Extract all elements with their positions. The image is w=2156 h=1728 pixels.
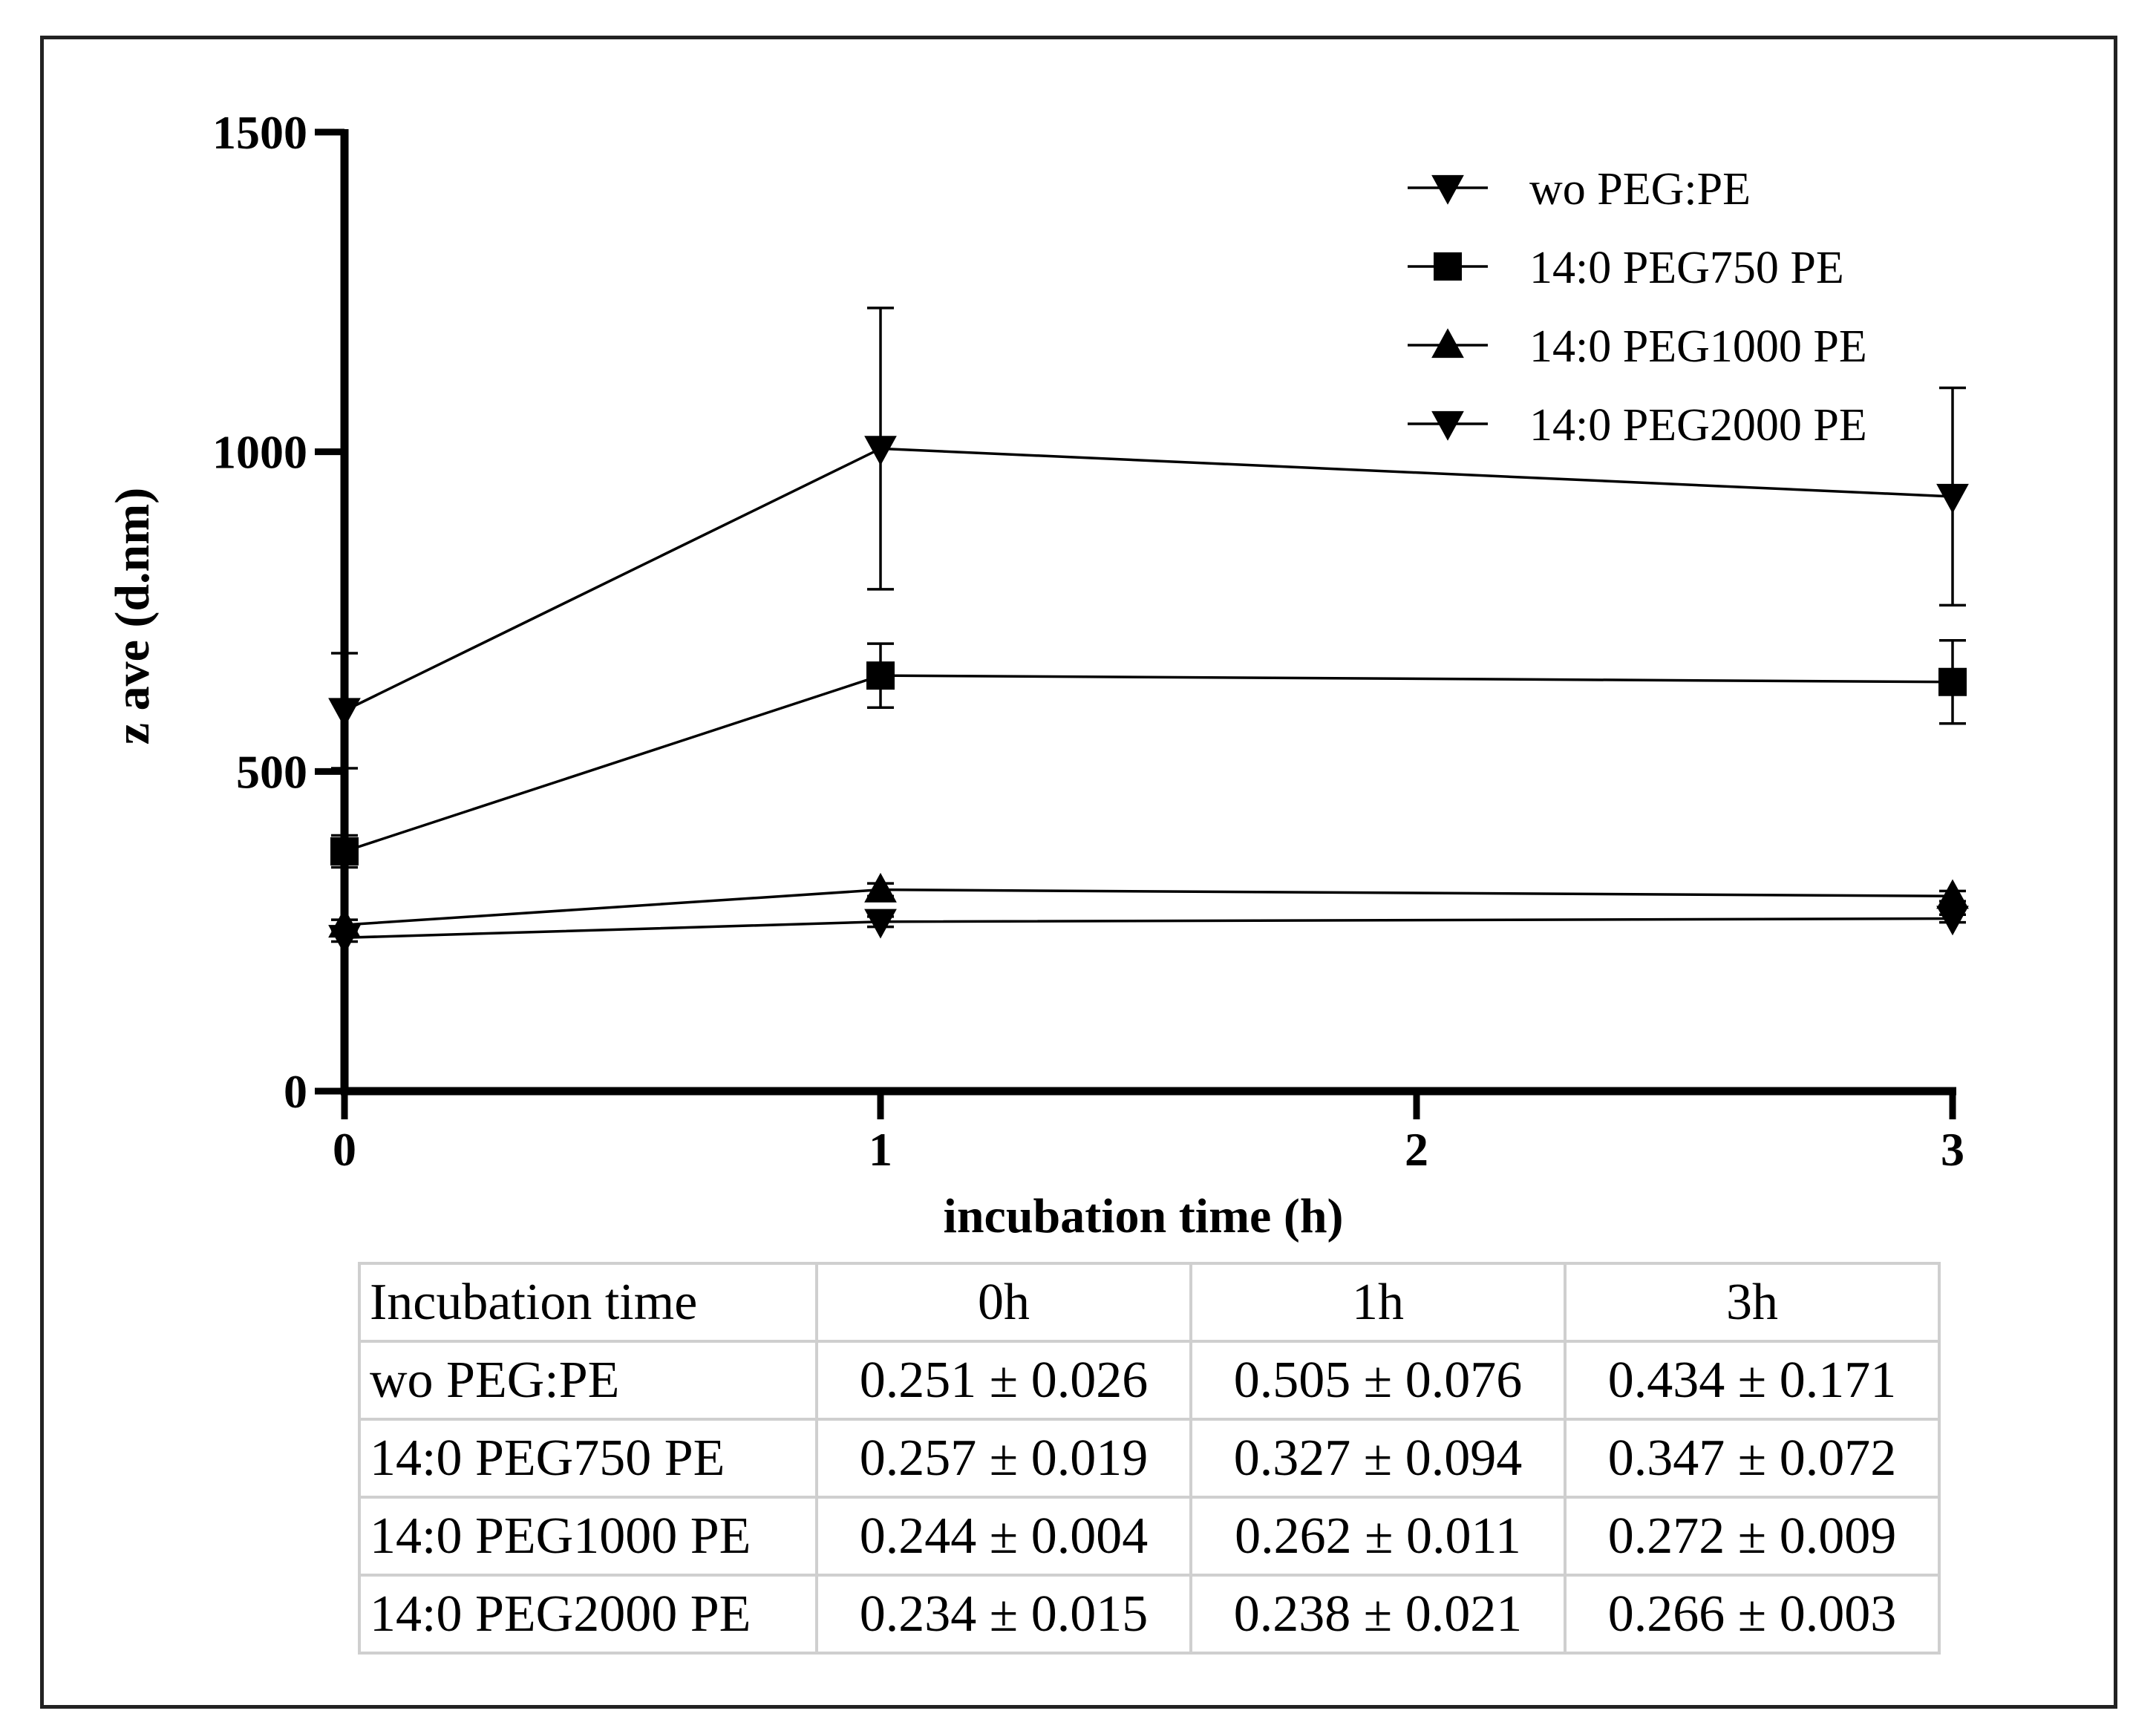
- series-4: [328, 906, 1969, 955]
- table-cell: 0.347 ± 0.072: [1564, 1418, 1941, 1499]
- series-3: [328, 872, 1969, 938]
- legend-marker: [1431, 174, 1464, 205]
- table-cell: 0.244 ± 0.004: [815, 1496, 1192, 1577]
- table-header-cell: 0h: [815, 1262, 1192, 1343]
- series-1: [328, 307, 1969, 770]
- x-tick-label: 3: [1941, 1123, 1964, 1176]
- table-header-cell: Incubation time: [358, 1262, 818, 1343]
- y-tick-label: 1500: [212, 106, 307, 159]
- data-point: [1936, 879, 1969, 909]
- table-cell: 0.505 ± 0.076: [1189, 1340, 1567, 1421]
- series-line: [344, 447, 1953, 713]
- data-point: [864, 872, 897, 903]
- series-2: [330, 639, 1967, 869]
- data-point: [1936, 483, 1969, 514]
- table-row: 14:0 PEG2000 PE 0.234 ± 0.015 0.238 ± 0.…: [358, 1574, 1941, 1655]
- data-point: [1938, 667, 1967, 696]
- data-point: [864, 436, 897, 466]
- table-cell: 0.234 ± 0.015: [815, 1574, 1192, 1655]
- legend-item: wo PEG:PE: [1408, 164, 1751, 215]
- table-row-label: 14:0 PEG750 PE: [358, 1418, 818, 1499]
- data-point: [864, 909, 897, 939]
- series-line: [344, 674, 1953, 853]
- pdi-table: Incubation time 0h 1h 3h wo PEG:PE 0.251…: [358, 1262, 1941, 1655]
- table-row: wo PEG:PE 0.251 ± 0.026 0.505 ± 0.076 0.…: [358, 1340, 1941, 1421]
- legend-label: wo PEG:PE: [1529, 164, 1751, 215]
- legend-label: 14:0 PEG2000 PE: [1529, 400, 1867, 451]
- y-tick-label: 0: [284, 1065, 307, 1118]
- x-tick-label: 2: [1405, 1123, 1428, 1176]
- legend-label: 14:0 PEG750 PE: [1529, 243, 1844, 293]
- data-point: [1936, 906, 1969, 936]
- table-header-row: Incubation time 0h 1h 3h: [358, 1262, 1941, 1343]
- table-cell: 0.266 ± 0.003: [1564, 1574, 1941, 1655]
- table-cell: 0.434 ± 0.171: [1564, 1340, 1941, 1421]
- legend-marker: [1434, 252, 1462, 281]
- table-header-cell: 3h: [1564, 1262, 1941, 1343]
- table-header-cell: 1h: [1189, 1262, 1567, 1343]
- table-cell: 0.272 ± 0.009: [1564, 1496, 1941, 1577]
- table-row: 14:0 PEG1000 PE 0.244 ± 0.004 0.262 ± 0.…: [358, 1496, 1941, 1577]
- legend-item: 14:0 PEG2000 PE: [1408, 400, 1867, 451]
- table-row-label: 14:0 PEG1000 PE: [358, 1496, 818, 1577]
- x-tick-label: 0: [333, 1123, 356, 1176]
- table-row-label: 14:0 PEG2000 PE: [358, 1574, 818, 1655]
- series-line: [344, 917, 1953, 940]
- table-cell: 0.262 ± 0.011: [1189, 1496, 1567, 1577]
- legend-item: 14:0 PEG750 PE: [1408, 243, 1844, 293]
- x-axis-label: incubation time (h): [943, 1189, 1343, 1243]
- y-axis-label: z ave (d.nm): [105, 488, 160, 744]
- legend-label: 14:0 PEG1000 PE: [1529, 321, 1867, 372]
- figure-frame: [40, 36, 2117, 1709]
- legend-marker: [1431, 410, 1464, 441]
- table-cell: 0.238 ± 0.021: [1189, 1574, 1567, 1655]
- legend-marker: [1431, 328, 1464, 359]
- table-row: 14:0 PEG750 PE 0.257 ± 0.019 0.327 ± 0.0…: [358, 1418, 1941, 1499]
- data-point: [866, 661, 895, 690]
- y-tick-label: 500: [236, 745, 307, 798]
- line-chart: 0 500 1000 1500 0 1 2 3 wo PEG:PE 14:0 PEG750 PE…: [105, 106, 1969, 1243]
- table-cell: 0.327 ± 0.094: [1189, 1418, 1567, 1499]
- table-row-label: wo PEG:PE: [358, 1340, 818, 1421]
- table-cell: 0.257 ± 0.019: [815, 1418, 1192, 1499]
- legend-item: 14:0 PEG1000 PE: [1408, 321, 1867, 372]
- y-tick-label: 1000: [212, 426, 307, 479]
- table-cell: 0.251 ± 0.026: [815, 1340, 1192, 1421]
- x-tick-label: 1: [869, 1123, 892, 1176]
